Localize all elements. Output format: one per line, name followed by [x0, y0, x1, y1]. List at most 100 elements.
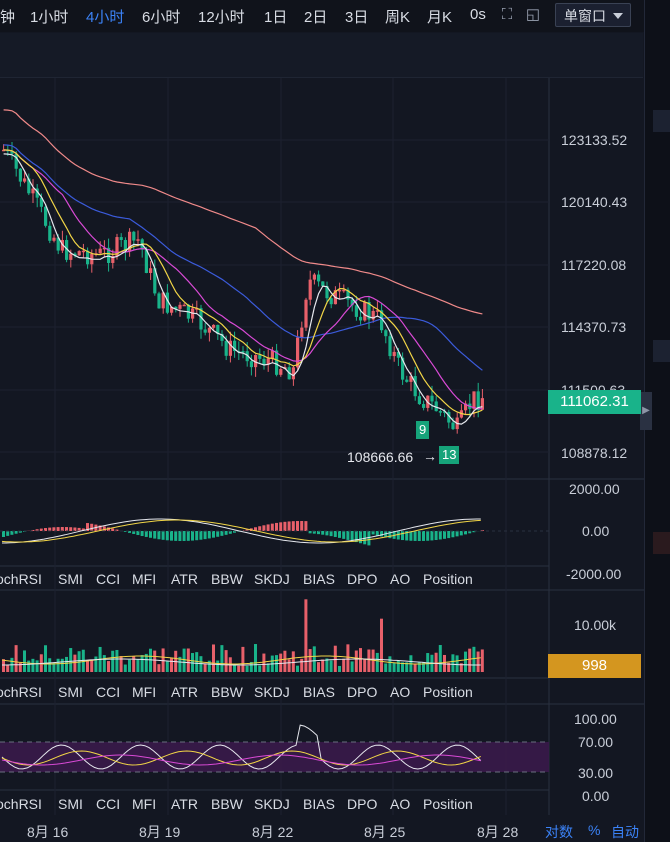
timeframe-2d[interactable]: 2日: [304, 9, 328, 26]
candlestick-chart[interactable]: [0, 0, 644, 842]
indicator-tab-skdj[interactable]: SKDJ: [254, 796, 290, 812]
candle-body: [212, 324, 216, 328]
macd-bar: [359, 531, 362, 544]
indicator-tab-bias[interactable]: BIAS: [303, 571, 335, 587]
macd-bar: [464, 531, 467, 535]
indicator-tab-ao[interactable]: AO: [390, 571, 411, 587]
indicator-tab-smi[interactable]: SMI: [58, 684, 83, 700]
candle-body: [69, 253, 73, 260]
timeframe-3d[interactable]: 3日: [345, 9, 369, 26]
volume-bar: [417, 662, 421, 672]
volume-bar: [300, 658, 304, 672]
macd-bar: [447, 531, 451, 539]
rsi-axis-label: 70.00: [578, 734, 614, 750]
indicator-tab-cci[interactable]: CCI: [96, 571, 121, 587]
volume-bar: [140, 655, 144, 672]
indicator-tab-skdj[interactable]: SKDJ: [254, 684, 290, 700]
indicator-tab-dpo[interactable]: DPO: [347, 684, 378, 700]
indicator-tab-cci[interactable]: CCI: [96, 684, 121, 700]
indicator-tab-ochrsi[interactable]: ochRSI: [0, 796, 42, 812]
volume-bar: [438, 645, 442, 672]
timeframe-12h[interactable]: 12小时: [198, 9, 245, 26]
candle-body: [14, 153, 18, 169]
timeframe-6h[interactable]: 6小时: [142, 9, 181, 26]
volume-bar: [321, 659, 325, 672]
volume-bar: [396, 660, 400, 672]
rsi-axis-label: 0.00: [582, 788, 610, 804]
macd-bar: [140, 531, 144, 537]
indicator-tab-bias[interactable]: BIAS: [303, 684, 335, 700]
macd-axis-label: 2000.00: [569, 481, 620, 497]
volume-bar: [346, 644, 350, 672]
timeframe-minute[interactable]: 钟: [0, 9, 16, 26]
indicator-tab-bbw[interactable]: BBW: [211, 571, 243, 587]
restore-window-icon[interactable]: ◱: [525, 6, 541, 23]
macd-bar: [161, 531, 165, 540]
macd-bar: [216, 531, 220, 537]
volume-bar: [296, 665, 299, 672]
percent-scale-toggle[interactable]: %: [588, 822, 601, 838]
indicator-tab-bias[interactable]: BIAS: [303, 796, 335, 812]
macd-bar: [90, 523, 94, 531]
indicator-tab-ochrsi[interactable]: ochRSI: [0, 684, 42, 700]
macd-bar: [60, 527, 64, 531]
indicator-tab-smi[interactable]: SMI: [58, 571, 83, 587]
window-mode-select[interactable]: 单窗口: [555, 3, 631, 27]
indicator-tab-smi[interactable]: SMI: [58, 796, 83, 812]
timeframe-month[interactable]: 月K: [427, 9, 453, 26]
timeframe-4h[interactable]: 4小时: [86, 9, 125, 26]
macd-bar: [48, 527, 52, 531]
volume-bar: [422, 662, 425, 672]
candle-body: [228, 340, 232, 356]
indicator-tab-ao[interactable]: AO: [390, 796, 411, 812]
chevron-down-icon: [613, 13, 623, 19]
indicator-tab-ao[interactable]: AO: [390, 684, 411, 700]
indicator-tab-cci[interactable]: CCI: [96, 796, 121, 812]
indicator-tab-atr[interactable]: ATR: [171, 684, 198, 700]
candle-body: [472, 391, 476, 409]
collapse-panel-handle[interactable]: ▶: [640, 392, 652, 430]
indicator-tab-bbw[interactable]: BBW: [211, 796, 243, 812]
candle-body: [371, 310, 375, 320]
indicator-tab-bbw[interactable]: BBW: [211, 684, 243, 700]
indicator-tab-position[interactable]: Position: [423, 571, 473, 587]
rsi-axis-label: 100.00: [574, 711, 617, 727]
volume-bar: [207, 660, 211, 672]
rsi-band: [0, 742, 549, 772]
auto-scale-toggle[interactable]: 自动: [611, 824, 639, 840]
rsi-axis-label: 30.00: [578, 765, 614, 781]
volume-bar: [23, 650, 26, 672]
indicator-tab-position[interactable]: Position: [423, 684, 473, 700]
macd-bar: [115, 529, 119, 531]
timeframe-week[interactable]: 周K: [385, 9, 411, 26]
fullscreen-icon[interactable]: ⛶: [501, 6, 513, 23]
x-axis-label: 8月 19: [139, 824, 181, 840]
indicator-tab-skdj[interactable]: SKDJ: [254, 571, 290, 587]
indicator-tab-atr[interactable]: ATR: [171, 571, 198, 587]
macd-bar: [111, 528, 115, 531]
volume-bar: [459, 663, 463, 672]
volume-bar: [144, 653, 148, 672]
indicator-tab-dpo[interactable]: DPO: [347, 796, 378, 812]
indicator-tab-dpo[interactable]: DPO: [347, 571, 378, 587]
indicator-tab-mfi[interactable]: MFI: [132, 684, 157, 700]
timeframe-seconds[interactable]: 0s: [470, 6, 486, 23]
volume-bar: [304, 599, 308, 672]
candle-body: [300, 327, 304, 338]
candle-body: [296, 337, 300, 368]
timeframe-1h[interactable]: 1小时: [30, 9, 69, 26]
macd-bar: [39, 528, 43, 531]
macd-bar: [262, 525, 266, 531]
macd-bar: [409, 531, 413, 541]
indicator-tab-position[interactable]: Position: [423, 796, 473, 812]
volume-bar: [52, 662, 56, 672]
macd-bar: [283, 521, 287, 531]
indicator-tab-ochrsi[interactable]: ochRSI: [0, 571, 42, 587]
indicator-tab-mfi[interactable]: MFI: [132, 796, 157, 812]
candle-body: [392, 351, 396, 357]
timeframe-1d[interactable]: 1日: [264, 9, 288, 26]
log-scale-toggle[interactable]: 对数: [545, 824, 573, 840]
indicator-tab-atr[interactable]: ATR: [171, 796, 198, 812]
indicator-tab-mfi[interactable]: MFI: [132, 571, 157, 587]
candle-body: [396, 351, 400, 358]
